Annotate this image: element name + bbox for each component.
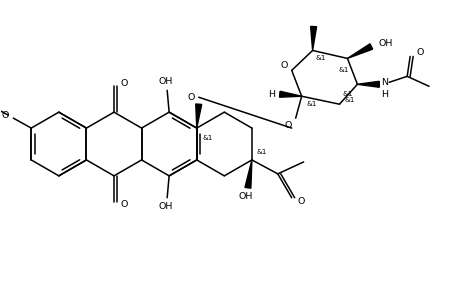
Text: &1: &1 — [342, 91, 352, 97]
Text: OH: OH — [377, 39, 392, 48]
Text: O: O — [297, 197, 305, 206]
Text: O: O — [187, 93, 194, 102]
Polygon shape — [195, 104, 201, 128]
Text: OH: OH — [159, 77, 173, 86]
Text: &1: &1 — [306, 101, 316, 107]
Text: OH: OH — [159, 202, 173, 211]
Text: &1: &1 — [344, 97, 354, 103]
Text: O: O — [415, 48, 423, 57]
Polygon shape — [244, 160, 251, 188]
Text: &1: &1 — [338, 67, 348, 73]
Text: &1: &1 — [315, 55, 325, 61]
Polygon shape — [347, 44, 372, 58]
Text: H: H — [268, 90, 275, 99]
Text: O: O — [120, 79, 127, 88]
Polygon shape — [310, 27, 316, 51]
Polygon shape — [279, 91, 301, 97]
Text: &1: &1 — [256, 149, 267, 155]
Text: O: O — [2, 111, 9, 120]
Text: O: O — [283, 121, 291, 130]
Text: O: O — [120, 200, 127, 209]
Text: &1: &1 — [202, 135, 213, 141]
Polygon shape — [357, 81, 378, 87]
Text: N: N — [380, 78, 387, 87]
Text: H: H — [380, 90, 387, 99]
Text: O: O — [280, 61, 287, 70]
Text: OH: OH — [238, 192, 252, 201]
